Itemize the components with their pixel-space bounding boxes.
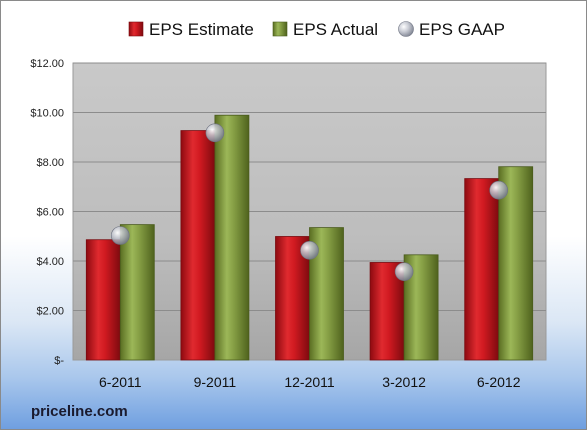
y-tick-label: $8.00: [36, 157, 64, 169]
bar-eps-actual: [119, 224, 155, 361]
legend: EPS Estimate EPS Actual EPS GAAP: [128, 20, 505, 39]
x-tick-label: 12-2011: [284, 374, 335, 390]
bar-eps-actual: [214, 114, 250, 361]
bar-eps-estimate: [85, 239, 121, 361]
y-tick-label: $10.00: [30, 108, 64, 120]
x-tick-label: 9-2011: [194, 374, 237, 390]
bar-eps-estimate: [180, 130, 216, 361]
x-tick-label: 6-2012: [477, 374, 521, 390]
bar-eps-actual: [498, 166, 534, 361]
footer-brand: priceline.com: [31, 403, 128, 420]
marker-eps-gaap: [394, 262, 414, 281]
x-tick-label: 6-2011: [99, 374, 142, 390]
legend-label: EPS GAAP: [419, 20, 505, 39]
y-axis-ticks: $- $2.00 $4.00 $6.00 $8.00 $10.00 $12.00: [30, 58, 64, 367]
y-tick-label: $12.00: [30, 58, 64, 70]
marker-eps-gaap: [300, 241, 319, 260]
legend-swatch: [128, 21, 144, 37]
bar-eps-estimate: [464, 178, 500, 361]
legend-swatch: [272, 21, 288, 37]
x-axis-ticks: 6-2011 9-2011 12-2011 3-2012 6-2012: [99, 374, 521, 390]
y-tick-label: $2.00: [36, 306, 64, 318]
legend-label: EPS Estimate: [149, 20, 254, 39]
gaap-markers: [111, 123, 509, 281]
bars: [85, 114, 534, 361]
y-tick-label: $-: [54, 355, 64, 367]
y-tick-label: $4.00: [36, 256, 64, 268]
legend-label: EPS Actual: [293, 20, 378, 39]
x-tick-label: 3-2012: [382, 374, 426, 390]
marker-eps-gaap: [489, 180, 509, 200]
legend-swatch: [398, 21, 414, 37]
marker-eps-gaap: [205, 123, 225, 143]
marker-eps-gaap: [111, 226, 130, 245]
y-tick-label: $6.00: [36, 207, 64, 219]
